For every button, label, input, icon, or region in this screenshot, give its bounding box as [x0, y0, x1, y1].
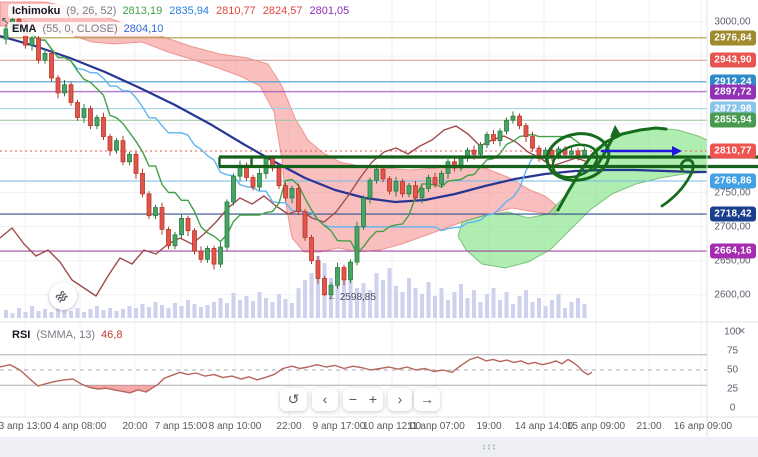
price-level-badge: 2718,42 [710, 206, 756, 222]
reset-view-button[interactable]: ↺ [287, 391, 300, 407]
rsi-axis-label: 25 [726, 383, 739, 395]
price-level-badge: 2664,16 [710, 243, 756, 259]
ichimoku-legend-row[interactable]: Ichimoku (9, 26, 52) 2813,19 2835,94 2810,… [8, 4, 363, 18]
price-axis-label: 2600,00 [714, 289, 751, 301]
time-axis-label: 7 апр 15:00 [154, 421, 208, 432]
scroll-right-button[interactable]: › [397, 391, 403, 407]
price-level-badge: 2976,84 [710, 30, 756, 46]
time-axis-label: 21:00 [636, 421, 662, 432]
toolbar-button-group: ↺ [280, 388, 307, 411]
time-axis-label: 10 апр 12:00 [362, 421, 422, 432]
ichimoku-value: 2813,19 [122, 5, 163, 17]
rsi-axis-label: 100 [724, 326, 741, 338]
time-axis-label: 15 апр 09:00 [566, 421, 626, 432]
pane-resize-handle[interactable] [481, 438, 497, 456]
svg-text:← 2598,85: ← 2598,85 [327, 292, 376, 303]
time-axis-label: 4 апр 08:00 [53, 421, 107, 432]
price-level-badge: 2943,90 [710, 52, 756, 68]
time-axis-label: 20:00 [122, 421, 148, 432]
bottom-strip [0, 437, 758, 457]
rsi-legend-row[interactable]: RSI (SMMA, 13) 46,8 [8, 328, 129, 342]
time-axis-label: 16 апр 09:00 [673, 421, 733, 432]
price-level-badge: 2855,94 [710, 112, 756, 128]
ichimoku-value: 2801,05 [309, 5, 350, 17]
ichimoku-legend-values: 2813,19 2835,94 2810,77 2824,57 2801,05 [122, 5, 356, 17]
price-axis-label: 3000,00 [714, 16, 751, 28]
rsi-legend-params: (SMMA, 13) [36, 329, 96, 341]
ichimoku-legend-params: (9, 26, 52) [66, 5, 117, 17]
time-axis-label: 14 апр 14:00 [514, 421, 574, 432]
zoom-out-button[interactable]: − [348, 391, 358, 407]
rsi-legend-value: 46,8 [101, 329, 123, 341]
toolbar-button-group: → [414, 388, 440, 411]
rsi-axis-label: 0 [729, 402, 736, 414]
rsi-legend-title: RSI [12, 329, 31, 341]
scroll-left-button[interactable]: ‹ [322, 391, 328, 407]
rsi-close-icon[interactable]: × [738, 323, 746, 338]
time-axis-label: 3 апр 13:00 [0, 421, 52, 432]
go-to-realtime-button[interactable]: → [420, 391, 434, 407]
ema-legend-title: EMA [12, 23, 37, 35]
price-level-badge: 2872,98 [710, 101, 756, 117]
pattern-icon[interactable] [49, 282, 77, 310]
time-axis-label: 22:00 [276, 421, 302, 432]
toolbar-button-group: − + [343, 388, 383, 411]
waves-glyph [55, 290, 68, 303]
price-axis-label: 2650,00 [714, 255, 751, 267]
price-level-badge: 2897,72 [710, 84, 756, 100]
price-level-badge: 2766,86 [710, 173, 756, 189]
ema-legend-value: 2804,10 [123, 23, 164, 35]
rsi-axis-label: 50 [726, 364, 739, 376]
toolbar-button-group: › [388, 388, 412, 411]
ichimoku-legend-title: Ichimoku [12, 5, 61, 17]
current-price-badge: 2810,77 [710, 143, 756, 159]
ichimoku-value: 2810,77 [215, 5, 256, 17]
ichimoku-value: 2824,57 [262, 5, 303, 17]
ichimoku-value: 2835,94 [169, 5, 209, 17]
toolbar-button-group: ‹ [312, 388, 338, 411]
time-axis-label: 19:00 [476, 421, 502, 432]
price-axis-label: 2750,00 [714, 187, 751, 198]
rsi-axis-label: 75 [726, 345, 739, 357]
time-axis-label: 11 апр 07:00 [407, 421, 465, 432]
time-axis-label: 9 апр 17:00 [312, 421, 366, 432]
time-axis-label: 8 апр 10:00 [208, 421, 262, 432]
ema-legend-params: (55, 0, CLOSE) [42, 23, 118, 35]
ema-legend-row[interactable]: EMA (55, 0, CLOSE) 2804,10 [8, 22, 170, 36]
zoom-in-button[interactable]: + [368, 391, 378, 407]
cursor-icon: ↖ [1, 16, 10, 27]
price-axis-label: 2700,00 [714, 221, 751, 233]
